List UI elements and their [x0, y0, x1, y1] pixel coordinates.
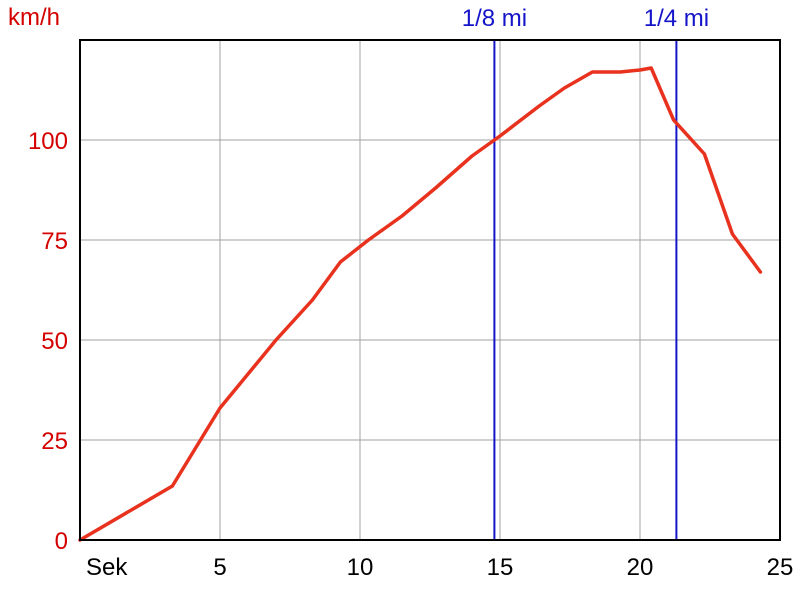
speed-data-point — [400, 214, 404, 218]
speed-data-point — [702, 152, 706, 156]
speed-data-point — [434, 186, 438, 190]
speed-data-point — [638, 68, 642, 72]
speed-data-point — [470, 154, 474, 158]
y-tick-label: 0 — [55, 528, 68, 555]
speed-data-point — [649, 66, 653, 70]
speed-data-point — [618, 70, 622, 74]
speed-data-point — [562, 86, 566, 90]
x-tick-label: 5 — [213, 554, 226, 581]
speed-series-line — [78, 66, 763, 542]
grid-layer — [80, 40, 780, 540]
speed-data-point — [274, 338, 278, 342]
speed-data-point — [310, 298, 314, 302]
x-tick-label: 20 — [627, 554, 654, 581]
y-tick-label: 50 — [41, 328, 68, 355]
plot-frame — [79, 39, 781, 541]
distance-marker-layer: 1/8 mi 1/4 mi — [462, 5, 709, 540]
speed-data-point — [730, 232, 734, 236]
distance-marker-label: 1/4 mi — [644, 5, 709, 32]
y-tick-label: 25 — [41, 428, 68, 455]
speed-data-point — [537, 104, 541, 108]
speed-data-point — [758, 270, 762, 274]
speed-data-point — [218, 406, 222, 410]
x-tick-label: 10 — [347, 554, 374, 581]
speed-data-point — [338, 260, 342, 264]
y-axis-label: km/h — [8, 4, 60, 31]
series-layer — [78, 66, 763, 542]
speed-data-point — [498, 134, 502, 138]
x-axis-label: Sek — [86, 554, 128, 581]
y-tick-label: 100 — [28, 128, 68, 155]
speed-data-point — [672, 118, 676, 122]
speed-data-point — [590, 70, 594, 74]
speed-data-point — [366, 238, 370, 242]
y-tick-label: 75 — [41, 228, 68, 255]
x-tick-label: 25 — [767, 554, 794, 581]
distance-marker-label: 1/8 mi — [462, 5, 527, 32]
tick-label-layer: 0 25 50 75 100 5 10 15 20 25 — [28, 128, 793, 581]
x-tick-label: 15 — [487, 554, 514, 581]
speed-data-point — [170, 484, 174, 488]
